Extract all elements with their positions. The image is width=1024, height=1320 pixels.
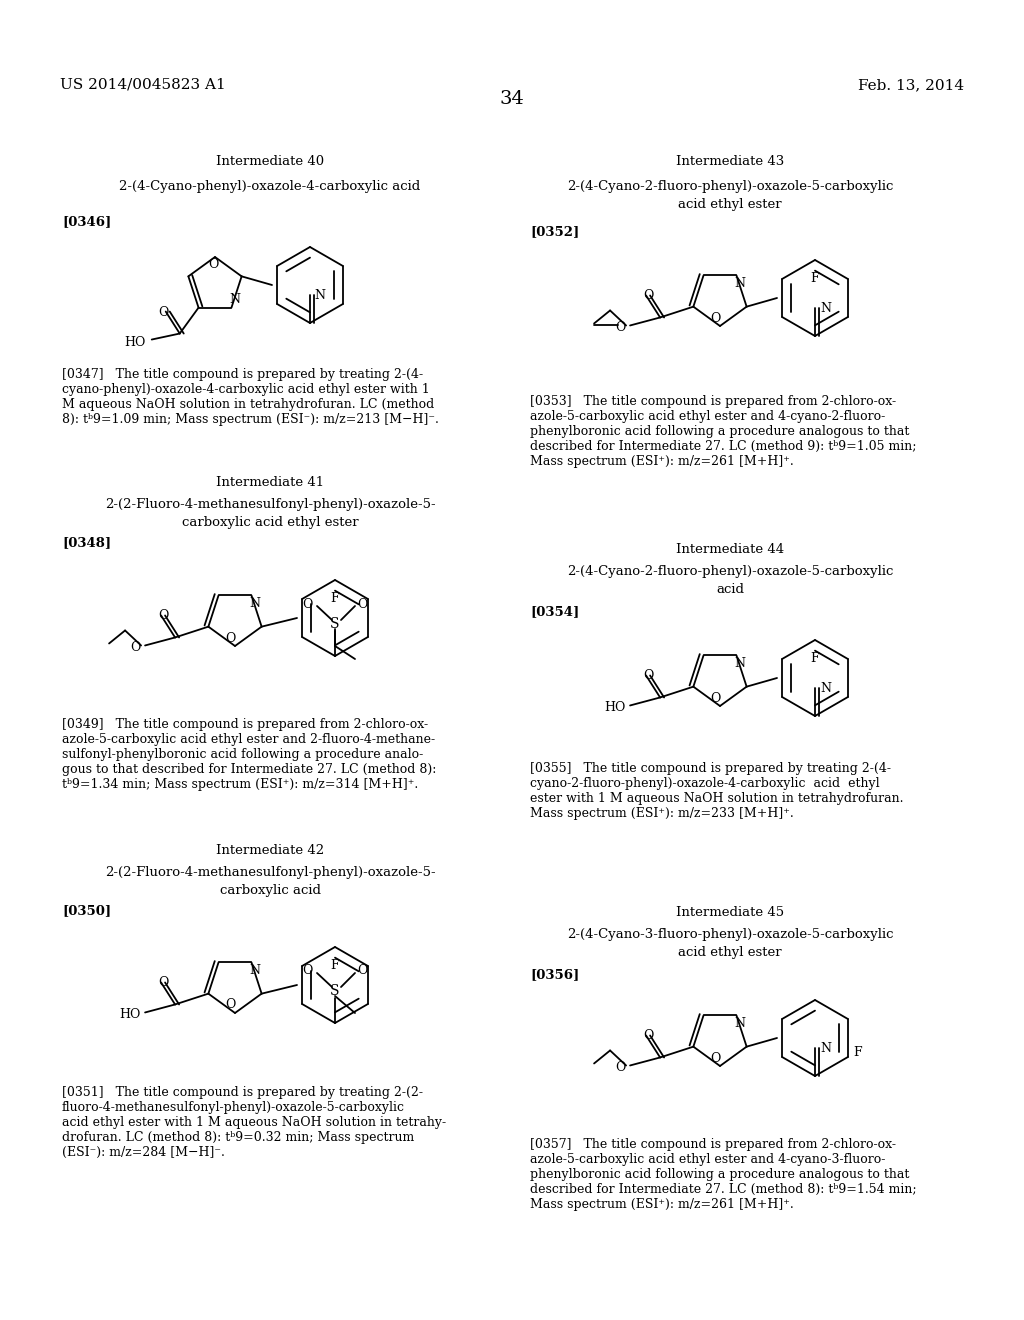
Text: US 2014/0045823 A1: US 2014/0045823 A1	[60, 78, 225, 92]
Text: acid ethyl ester: acid ethyl ester	[678, 198, 781, 211]
Text: [0346]: [0346]	[62, 215, 112, 228]
Text: O: O	[710, 692, 720, 705]
Text: O: O	[303, 598, 313, 610]
Text: [0352]: [0352]	[530, 224, 580, 238]
Text: Intermediate 45: Intermediate 45	[676, 906, 784, 919]
Text: F: F	[331, 960, 339, 972]
Text: O: O	[710, 312, 720, 325]
Text: O: O	[643, 1030, 653, 1043]
Text: carboxylic acid ethyl ester: carboxylic acid ethyl ester	[181, 516, 358, 529]
Text: acid: acid	[716, 583, 744, 597]
Text: Intermediate 42: Intermediate 42	[216, 843, 324, 857]
Text: F: F	[811, 652, 819, 665]
Text: [0348]: [0348]	[62, 536, 112, 549]
Text: N: N	[734, 277, 744, 290]
Text: [0356]: [0356]	[530, 968, 580, 981]
Text: S: S	[331, 616, 340, 631]
Text: 2-(4-Cyano-3-fluoro-phenyl)-oxazole-5-carboxylic: 2-(4-Cyano-3-fluoro-phenyl)-oxazole-5-ca…	[566, 928, 893, 941]
Text: [0351]   The title compound is prepared by treating 2-(2-
fluoro-4-methanesulfon: [0351] The title compound is prepared by…	[62, 1086, 446, 1159]
Text: O: O	[615, 321, 626, 334]
Text: 2-(4-Cyano-2-fluoro-phenyl)-oxazole-5-carboxylic: 2-(4-Cyano-2-fluoro-phenyl)-oxazole-5-ca…	[567, 180, 893, 193]
Text: [0347]   The title compound is prepared by treating 2-(4-
cyano-phenyl)-oxazole-: [0347] The title compound is prepared by…	[62, 368, 439, 426]
Text: 2-(4-Cyano-phenyl)-oxazole-4-carboxylic acid: 2-(4-Cyano-phenyl)-oxazole-4-carboxylic …	[120, 180, 421, 193]
Text: Intermediate 41: Intermediate 41	[216, 477, 324, 488]
Text: [0349]   The title compound is prepared from 2-chloro-ox-
azole-5-carboxylic aci: [0349] The title compound is prepared fr…	[62, 718, 436, 791]
Text: O: O	[225, 631, 236, 644]
Text: O: O	[357, 598, 368, 610]
Text: [0353]   The title compound is prepared from 2-chloro-ox-
azole-5-carboxylic aci: [0353] The title compound is prepared fr…	[530, 395, 916, 469]
Text: O: O	[357, 965, 368, 978]
Text: HO: HO	[120, 1008, 141, 1020]
Text: N: N	[249, 964, 260, 977]
Text: acid ethyl ester: acid ethyl ester	[678, 946, 781, 960]
Text: F: F	[331, 591, 339, 605]
Text: O: O	[225, 998, 236, 1011]
Text: Intermediate 40: Intermediate 40	[216, 154, 324, 168]
Text: N: N	[734, 1016, 744, 1030]
Text: N: N	[249, 597, 260, 610]
Text: N: N	[820, 1041, 831, 1055]
Text: [0350]: [0350]	[62, 904, 112, 917]
Text: 2-(4-Cyano-2-fluoro-phenyl)-oxazole-5-carboxylic: 2-(4-Cyano-2-fluoro-phenyl)-oxazole-5-ca…	[567, 565, 893, 578]
Text: Feb. 13, 2014: Feb. 13, 2014	[858, 78, 964, 92]
Text: Intermediate 44: Intermediate 44	[676, 543, 784, 556]
Text: N: N	[820, 302, 831, 315]
Text: N: N	[229, 293, 240, 306]
Text: [0354]: [0354]	[530, 605, 580, 618]
Text: O: O	[208, 259, 218, 272]
Text: Intermediate 43: Intermediate 43	[676, 154, 784, 168]
Text: 2-(2-Fluoro-4-methanesulfonyl-phenyl)-oxazole-5-: 2-(2-Fluoro-4-methanesulfonyl-phenyl)-ox…	[104, 498, 435, 511]
Text: O: O	[643, 289, 653, 302]
Text: O: O	[710, 1052, 720, 1064]
Text: F: F	[853, 1045, 861, 1059]
Text: 2-(2-Fluoro-4-methanesulfonyl-phenyl)-oxazole-5-: 2-(2-Fluoro-4-methanesulfonyl-phenyl)-ox…	[104, 866, 435, 879]
Text: O: O	[303, 965, 313, 978]
Text: O: O	[131, 642, 141, 653]
Text: [0357]   The title compound is prepared from 2-chloro-ox-
azole-5-carboxylic aci: [0357] The title compound is prepared fr…	[530, 1138, 916, 1210]
Text: [0355]   The title compound is prepared by treating 2-(4-
cyano-2-fluoro-phenyl): [0355] The title compound is prepared by…	[530, 762, 903, 820]
Text: O: O	[615, 1061, 626, 1074]
Text: O: O	[158, 977, 168, 990]
Text: HO: HO	[605, 701, 626, 714]
Text: O: O	[158, 610, 168, 623]
Text: O: O	[159, 305, 169, 318]
Text: N: N	[734, 657, 744, 669]
Text: F: F	[811, 272, 819, 285]
Text: O: O	[643, 669, 653, 682]
Text: S: S	[331, 983, 340, 998]
Text: N: N	[820, 682, 831, 696]
Text: carboxylic acid: carboxylic acid	[219, 884, 321, 898]
Text: N: N	[314, 289, 325, 302]
Text: 34: 34	[500, 90, 524, 108]
Text: HO: HO	[124, 337, 145, 348]
